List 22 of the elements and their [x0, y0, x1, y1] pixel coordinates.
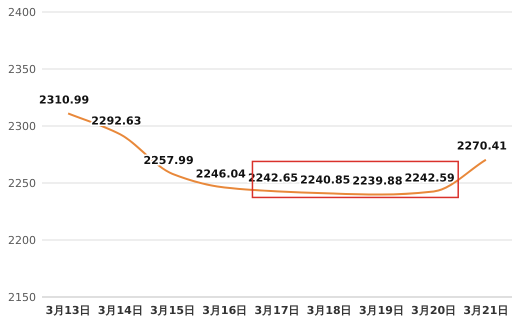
data-label: 2310.99 — [39, 93, 90, 106]
x-tick-label: 3月15日 — [150, 304, 196, 317]
data-label: 2270.41 — [456, 140, 507, 153]
y-tick-label: 2400 — [8, 6, 36, 19]
data-label: 2240.85 — [300, 173, 350, 186]
x-tick-label: 3月21日 — [463, 304, 508, 317]
data-label: 2239.88 — [352, 174, 402, 188]
x-tick-label: 3月19日 — [358, 304, 404, 317]
data-label: 2242.59 — [404, 171, 455, 184]
y-tick-label: 2150 — [8, 291, 36, 304]
data-label: 2246.04 — [196, 168, 246, 181]
y-tick-label: 2300 — [8, 120, 36, 133]
y-tick-label: 2350 — [8, 63, 36, 76]
x-tick-label: 3月18日 — [306, 304, 352, 317]
y-tick-label: 2200 — [8, 234, 36, 247]
x-tick-label: 3月14日 — [98, 304, 143, 317]
x-tick-label: 3月16日 — [202, 304, 248, 317]
data-label: 2292.63 — [91, 114, 142, 128]
x-tick-label: 3月13日 — [46, 304, 91, 317]
x-tick-label: 3月17日 — [254, 304, 300, 317]
y-tick-label: 2250 — [8, 177, 36, 190]
x-tick-label: 3月20日 — [411, 304, 456, 317]
